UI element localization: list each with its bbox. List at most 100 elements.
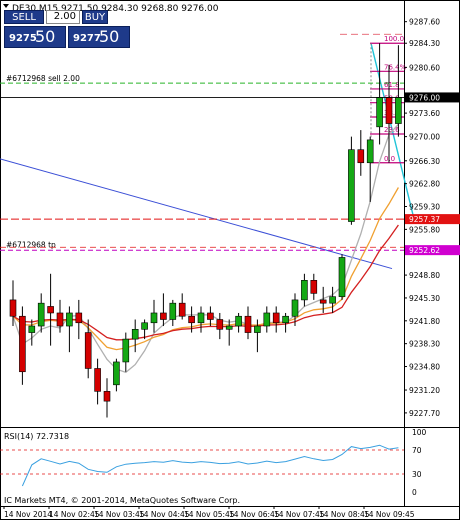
price-tick-label: 9231.20 (409, 386, 440, 395)
rsi-line (21, 444, 399, 487)
blue-trend-line (0, 158, 393, 270)
take-profit-label: #6712968 tp (6, 240, 56, 249)
candle (141, 319, 148, 340)
candle-body (244, 315, 252, 333)
chart-header: DE30,M15 9271.50 9284.30 9268.80 9276.00 (12, 4, 219, 14)
rsi-title: RSI(14) 72.7318 (4, 432, 69, 441)
candle (188, 306, 195, 333)
time-tick-label: 14 Nov 05:45 (184, 510, 235, 519)
bid-price-pips: 50 (35, 27, 56, 46)
lot-size-input[interactable]: 2.00 (46, 10, 80, 24)
bid-price-button[interactable]: 9275 50 (4, 26, 66, 48)
candle-body (160, 312, 167, 320)
candle-body (178, 302, 186, 317)
candle-body (19, 315, 26, 373)
candle (9, 280, 17, 327)
price-tick-label: 9270.00 (409, 133, 440, 142)
candle-body (103, 391, 111, 402)
candle-body (207, 312, 214, 320)
candle-body (310, 280, 318, 294)
candle (348, 136, 355, 225)
candle-body (188, 315, 195, 324)
candle (216, 312, 224, 340)
time-tick-label: 14 Nov 03:45 (94, 510, 145, 519)
time-tick-label: 14 Nov 02:45 (49, 510, 100, 519)
candle-body (141, 322, 148, 330)
candle-body (301, 280, 308, 301)
rsi-tick-label: 30 (412, 470, 422, 479)
ask-price-button[interactable]: 9277 50 (68, 26, 130, 48)
candle-body (122, 338, 130, 363)
candle (103, 378, 111, 418)
price-tick-label: 9241.80 (409, 317, 440, 326)
current-price-tag (405, 92, 460, 103)
candle-body (338, 257, 346, 297)
candle (291, 293, 299, 327)
candle-body (131, 328, 139, 340)
candle (84, 319, 92, 379)
candle-body (225, 325, 233, 330)
sell-button[interactable]: SELL (4, 10, 44, 24)
candle (272, 306, 280, 333)
candle (319, 286, 327, 313)
price-tick-label: 9255.80 (409, 225, 440, 234)
candle (254, 319, 261, 353)
price-tick-label: 9280.60 (409, 63, 440, 72)
candle-body (9, 299, 17, 317)
fib-level-label: 76.4% (384, 63, 407, 71)
candle-body (376, 97, 383, 128)
time-tick-label: 14 Nov 09:45 (364, 510, 415, 519)
rsi-tick-label: 70 (412, 446, 422, 455)
candle-body (357, 149, 365, 164)
candle (357, 130, 365, 176)
candle (19, 306, 26, 385)
price-tick-label: 9238.30 (409, 340, 440, 349)
fib-level-label: 61.8 (384, 81, 400, 89)
candle-body (385, 97, 393, 124)
candle (37, 293, 45, 333)
candle (47, 273, 54, 346)
sell-order-label: #6712968 sell 2.00 (6, 74, 80, 83)
chart-header-icon (3, 4, 9, 8)
candle (160, 293, 167, 327)
candle-body (28, 325, 36, 333)
candle-body (263, 312, 271, 327)
candle (338, 254, 346, 300)
price-tick-label: 9248.80 (409, 271, 440, 280)
price-tick-label: 9287.60 (409, 18, 440, 27)
candle (28, 319, 36, 346)
candle-body (169, 302, 177, 320)
candle (66, 306, 73, 353)
candle-body (272, 312, 280, 324)
price-tick-label: 9284.30 (409, 39, 440, 48)
candle-body (348, 149, 355, 222)
bid-price-prefix: 9275 (9, 33, 37, 44)
price-tick-label: 9234.80 (409, 363, 440, 372)
one-click-trading-panel: SELL 2.00 BUY 9275 50 9277 50 (4, 10, 130, 48)
candle (169, 299, 177, 327)
rsi-tick-label: 0 (412, 488, 417, 497)
time-tick-label: 14 Nov 04:45 (139, 510, 190, 519)
price-tick-label: 9245.30 (409, 294, 440, 303)
candle-body (66, 312, 73, 327)
candle (197, 306, 205, 333)
candle (310, 273, 318, 300)
current-price-label: 9276.00 (409, 93, 440, 102)
candle-body (150, 312, 158, 324)
candle-body (56, 312, 64, 327)
candle-body (197, 312, 205, 324)
buy-button[interactable]: BUY (82, 10, 108, 24)
candle-body (75, 312, 83, 324)
candle-body (113, 361, 120, 386)
candle-body (37, 302, 45, 327)
price-tick-label: 9259.30 (409, 203, 440, 212)
candle (178, 293, 186, 320)
candle (263, 306, 271, 333)
candle (282, 312, 289, 333)
candle-body (47, 306, 54, 314)
time-tick-label: 14 Nov 2014 (4, 510, 52, 519)
candle (131, 319, 139, 353)
price-tick-label: 9273.60 (409, 109, 440, 118)
candle-body (84, 332, 92, 369)
